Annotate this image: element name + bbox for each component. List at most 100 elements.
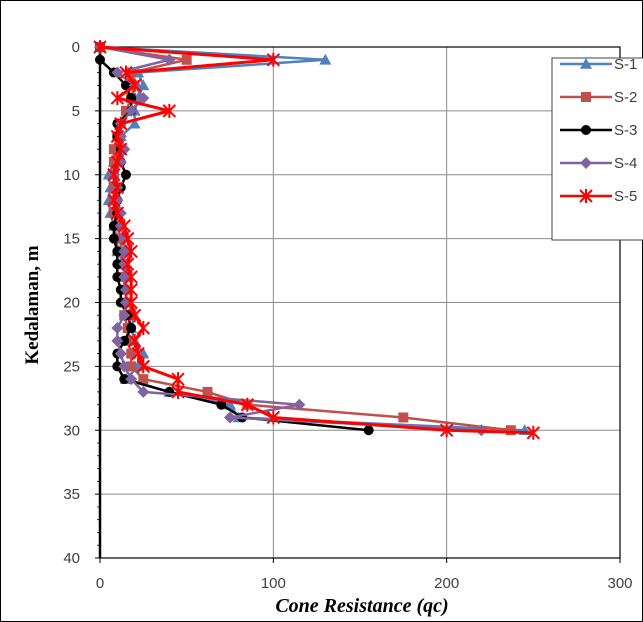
data-point <box>110 180 125 195</box>
data-point <box>398 412 409 423</box>
data-point <box>136 321 151 336</box>
y-tick-label: 30 <box>63 422 80 439</box>
legend-entry: S-2 <box>560 89 637 106</box>
data-point <box>216 399 227 410</box>
legend-entry: S-3 <box>560 122 637 139</box>
data-point <box>126 348 137 359</box>
data-point <box>505 425 516 436</box>
series-layer <box>93 40 541 440</box>
data-point <box>138 374 149 385</box>
data-point <box>171 384 185 399</box>
data-point <box>136 359 151 374</box>
legend-marker <box>580 157 592 169</box>
y-tick-label: 15 <box>63 231 80 248</box>
data-point <box>121 257 135 272</box>
legend-box <box>551 57 643 241</box>
data-point <box>240 397 255 412</box>
data-point <box>125 373 138 386</box>
data-point <box>107 167 121 182</box>
grid-layer <box>99 46 621 559</box>
data-point <box>107 193 121 208</box>
y-tick-label: 5 <box>72 103 80 120</box>
legend: S-1 S-2 S-3 S-4 S-5 <box>551 56 643 241</box>
data-point <box>112 271 123 282</box>
data-point <box>163 53 176 66</box>
legend-marker <box>580 58 592 69</box>
data-point <box>162 103 177 118</box>
data-point <box>119 374 130 385</box>
y-tick-label: 35 <box>63 486 80 503</box>
data-point <box>110 91 125 106</box>
x-tick-label: 100 <box>261 575 286 592</box>
legend-label: S-3 <box>614 122 637 139</box>
data-point <box>202 386 213 397</box>
data-point <box>363 425 374 436</box>
y-tick-label: 25 <box>63 358 80 375</box>
legend-entry: S-1 <box>560 56 637 73</box>
legend-label: S-4 <box>614 155 637 172</box>
legend-label: S-2 <box>614 89 637 106</box>
legend-marker <box>579 189 593 203</box>
data-point <box>266 52 281 67</box>
legend-entry: S-5 <box>560 188 637 205</box>
data-point <box>112 259 123 270</box>
legend-label: S-5 <box>614 188 637 205</box>
tick-labels: 0 5 10 15 20 25 30 35 40 0 100 200 300 <box>63 39 632 592</box>
data-point <box>171 372 185 387</box>
data-point <box>266 410 281 425</box>
data-point <box>137 385 150 398</box>
x-tick-label: 300 <box>607 575 632 592</box>
data-point <box>112 361 123 372</box>
data-point <box>181 54 192 65</box>
data-point <box>137 79 150 91</box>
data-point <box>439 423 454 438</box>
data-point <box>108 233 119 244</box>
data-point <box>224 411 236 424</box>
y-tick-label: 40 <box>63 550 80 567</box>
data-point <box>114 347 127 360</box>
data-point <box>126 361 137 372</box>
series-s-5 <box>93 40 541 440</box>
series-line <box>99 45 534 435</box>
data-point <box>119 335 130 346</box>
data-point <box>127 308 142 323</box>
data-point <box>112 246 123 257</box>
data-point <box>127 333 142 348</box>
data-point <box>111 66 124 79</box>
data-point <box>111 334 124 347</box>
data-point <box>293 398 306 411</box>
data-point <box>126 323 137 334</box>
data-point <box>124 295 138 310</box>
data-point <box>114 116 128 131</box>
data-point <box>114 142 128 157</box>
x-axis-title: Cone Resistance (qc) <box>275 595 448 617</box>
x-tick-label: 0 <box>96 575 104 592</box>
data-point <box>124 244 138 259</box>
data-point <box>108 156 119 167</box>
legend-label: S-1 <box>614 56 637 73</box>
legend-marker <box>581 125 591 135</box>
data-point <box>111 322 124 335</box>
data-point <box>124 282 138 297</box>
data-point <box>127 78 142 93</box>
data-point <box>137 92 150 105</box>
data-point <box>110 206 125 221</box>
data-point <box>125 104 138 117</box>
y-tick-label: 20 <box>63 295 80 312</box>
y-tick-label: 0 <box>72 39 80 56</box>
data-point <box>121 231 135 246</box>
series-s-1 <box>94 41 531 436</box>
y-axis-title: Kedalaman, m <box>22 245 43 364</box>
data-point <box>128 117 141 129</box>
x-tick-label: 200 <box>434 575 459 592</box>
legend-entry: S-4 <box>560 155 637 172</box>
legend-marker <box>581 92 591 102</box>
y-tick-label: 10 <box>63 167 80 184</box>
data-point <box>119 65 133 80</box>
data-point <box>124 269 138 284</box>
data-point <box>95 54 105 65</box>
data-point <box>93 40 107 54</box>
axis-layer <box>95 46 621 563</box>
data-point <box>131 346 145 361</box>
